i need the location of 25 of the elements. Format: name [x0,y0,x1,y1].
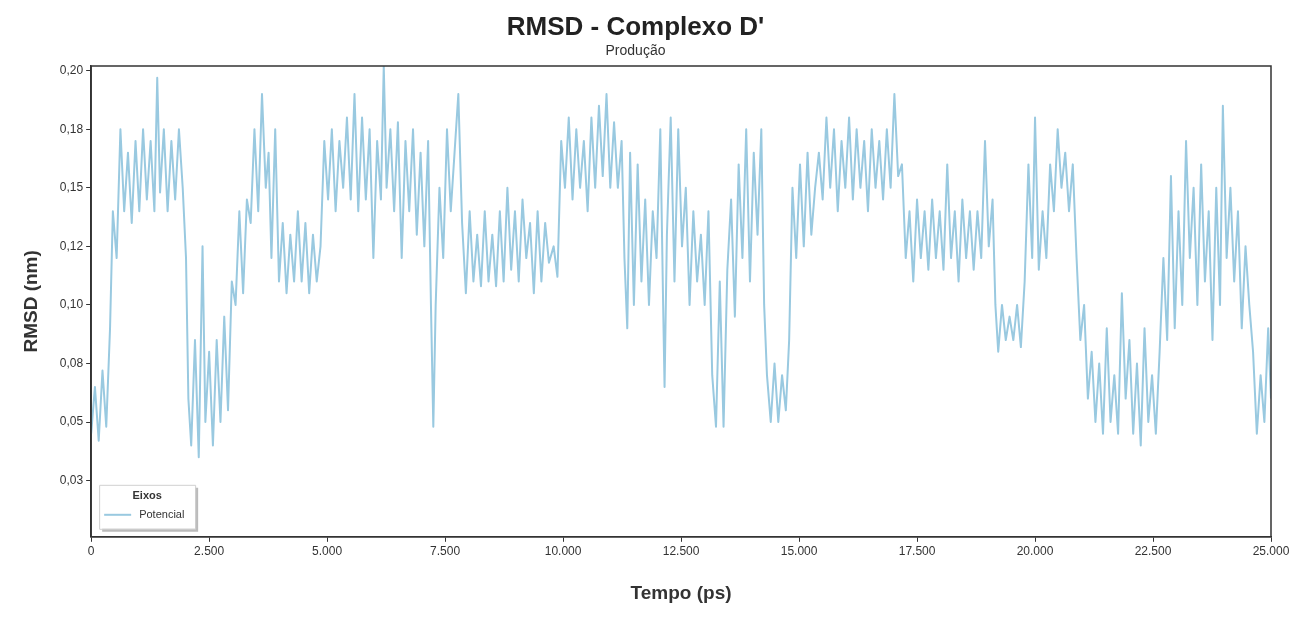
chart-title: RMSD - Complexo D' [506,10,765,41]
x-axis-title: Tempo (ps) [630,581,732,603]
x-tick-label: 25.000 [1252,544,1290,559]
legend-title: Eixos [132,488,162,501]
y-tick-label: 0,05 [59,414,84,429]
x-tick-label: 15.000 [780,544,818,559]
x-tick-label: 7.500 [430,544,461,559]
y-tick-label: 0,12 [59,238,84,253]
x-tick-label: 20.000 [1016,544,1054,559]
chart-subtitle: Produção [605,42,666,59]
x-tick-label: 17.500 [898,544,936,559]
y-tick-label: 0,10 [59,297,84,312]
x-tick-label: 0 [87,544,95,559]
y-tick-label: 0,15 [59,180,84,195]
y-tick-label: 0,08 [59,355,84,370]
x-tick-label: 5.000 [312,544,343,559]
y-tick-label: 0,20 [59,63,84,77]
legend-label: Potencial [139,507,185,520]
x-tick-label: 2.500 [194,544,225,559]
x-tick-label: 22.500 [1134,544,1172,559]
x-tick-label: 12.500 [662,544,700,559]
y-tick-label: 0,03 [59,472,84,487]
y-axis-title: RMSD (nm) [19,250,41,353]
y-tick-label: 0,18 [59,121,84,136]
x-tick-label: 10.000 [544,544,582,559]
